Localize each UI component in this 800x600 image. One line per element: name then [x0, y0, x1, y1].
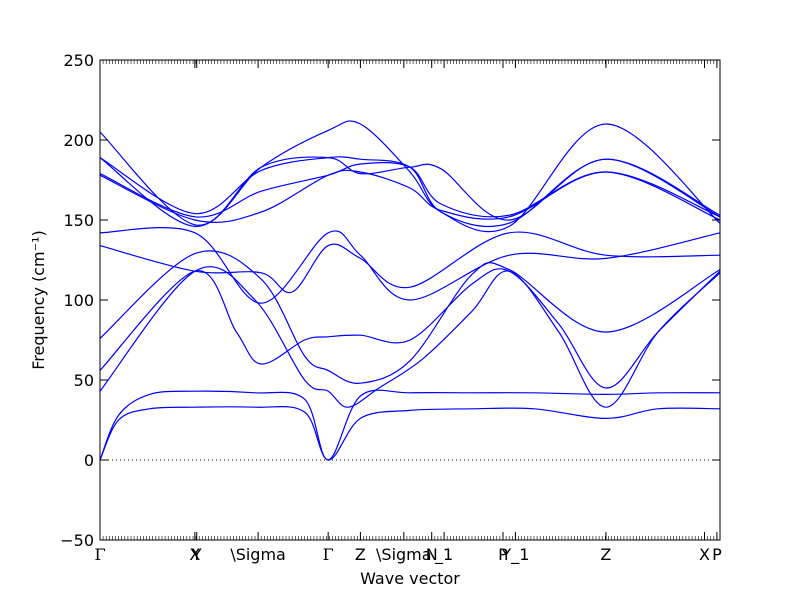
band-lines: [99, 120, 721, 461]
y-tick-label: 100: [63, 291, 94, 310]
x-tick-label: X: [189, 545, 200, 564]
y-axis-ticks: −50 0 50 100 150 200 250: [60, 51, 720, 550]
x-tick-label: \Sigma: [230, 545, 286, 564]
x-tick-label: Γ: [94, 545, 105, 564]
x-tick-label: Z: [355, 545, 366, 564]
band-line-6: [99, 231, 721, 294]
x-tick-label: Z: [600, 545, 611, 564]
x-tick-label: P: [498, 545, 508, 564]
x-tick-label: X: [699, 545, 710, 564]
band-line-7: [99, 227, 721, 304]
y-tick-label: 200: [63, 131, 94, 150]
x-tick-label: _1: [434, 545, 453, 565]
x-tick-label: Y: [191, 545, 202, 564]
y-axis-label: Frequency (cm⁻¹): [29, 230, 48, 369]
band-line-8: [99, 169, 721, 223]
band-line-12: [99, 131, 721, 226]
y-tick-label: 250: [63, 51, 94, 70]
y-tick-label: 150: [63, 211, 94, 230]
band-line-5: [99, 250, 721, 384]
y-tick-label: −50: [60, 531, 94, 550]
x-axis-label: Wave vector: [360, 569, 460, 588]
y-tick-label: 50: [74, 371, 94, 390]
x-tick-label: N: [426, 545, 438, 564]
y-tick-label: 0: [84, 451, 94, 470]
x-tick-label: P: [712, 545, 722, 564]
x-tick-label: Γ: [323, 545, 334, 564]
band-line-4: [99, 268, 721, 389]
band-line-9: [99, 162, 721, 221]
x-minor-ticks: [99, 60, 718, 540]
x-tick-label: \Sigma: [376, 545, 432, 564]
band-line-2: [99, 389, 721, 461]
band-line-1: [99, 406, 721, 461]
x-tick-label: Y_1: [500, 545, 529, 565]
band-line-3: [99, 266, 721, 408]
